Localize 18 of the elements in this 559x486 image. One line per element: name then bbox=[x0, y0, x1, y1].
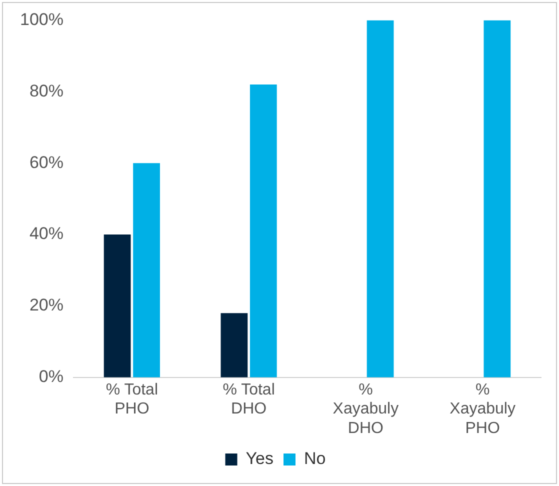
y-tick-label: 0% bbox=[38, 367, 64, 386]
bar bbox=[250, 84, 277, 378]
y-tick-label: 100% bbox=[20, 10, 64, 29]
x-tick-label: % Total DHO bbox=[222, 381, 275, 418]
y-tick-label: 60% bbox=[29, 152, 64, 172]
x-tick-label: % Xayabuly DHO bbox=[332, 381, 399, 437]
y-tick-label: 80% bbox=[29, 81, 64, 100]
x-tick-label: % Xayabuly PHO bbox=[450, 381, 516, 437]
bar bbox=[133, 163, 160, 378]
y-tick-label: 40% bbox=[29, 224, 64, 244]
bar bbox=[104, 234, 131, 378]
x-tick-label: % Total PHO bbox=[106, 381, 158, 418]
y-tick-label: 20% bbox=[29, 296, 64, 315]
bar bbox=[366, 20, 394, 378]
legend-label: No bbox=[304, 449, 326, 468]
bar bbox=[484, 20, 511, 378]
bar bbox=[220, 313, 248, 378]
legend-label: Yes bbox=[246, 449, 274, 468]
